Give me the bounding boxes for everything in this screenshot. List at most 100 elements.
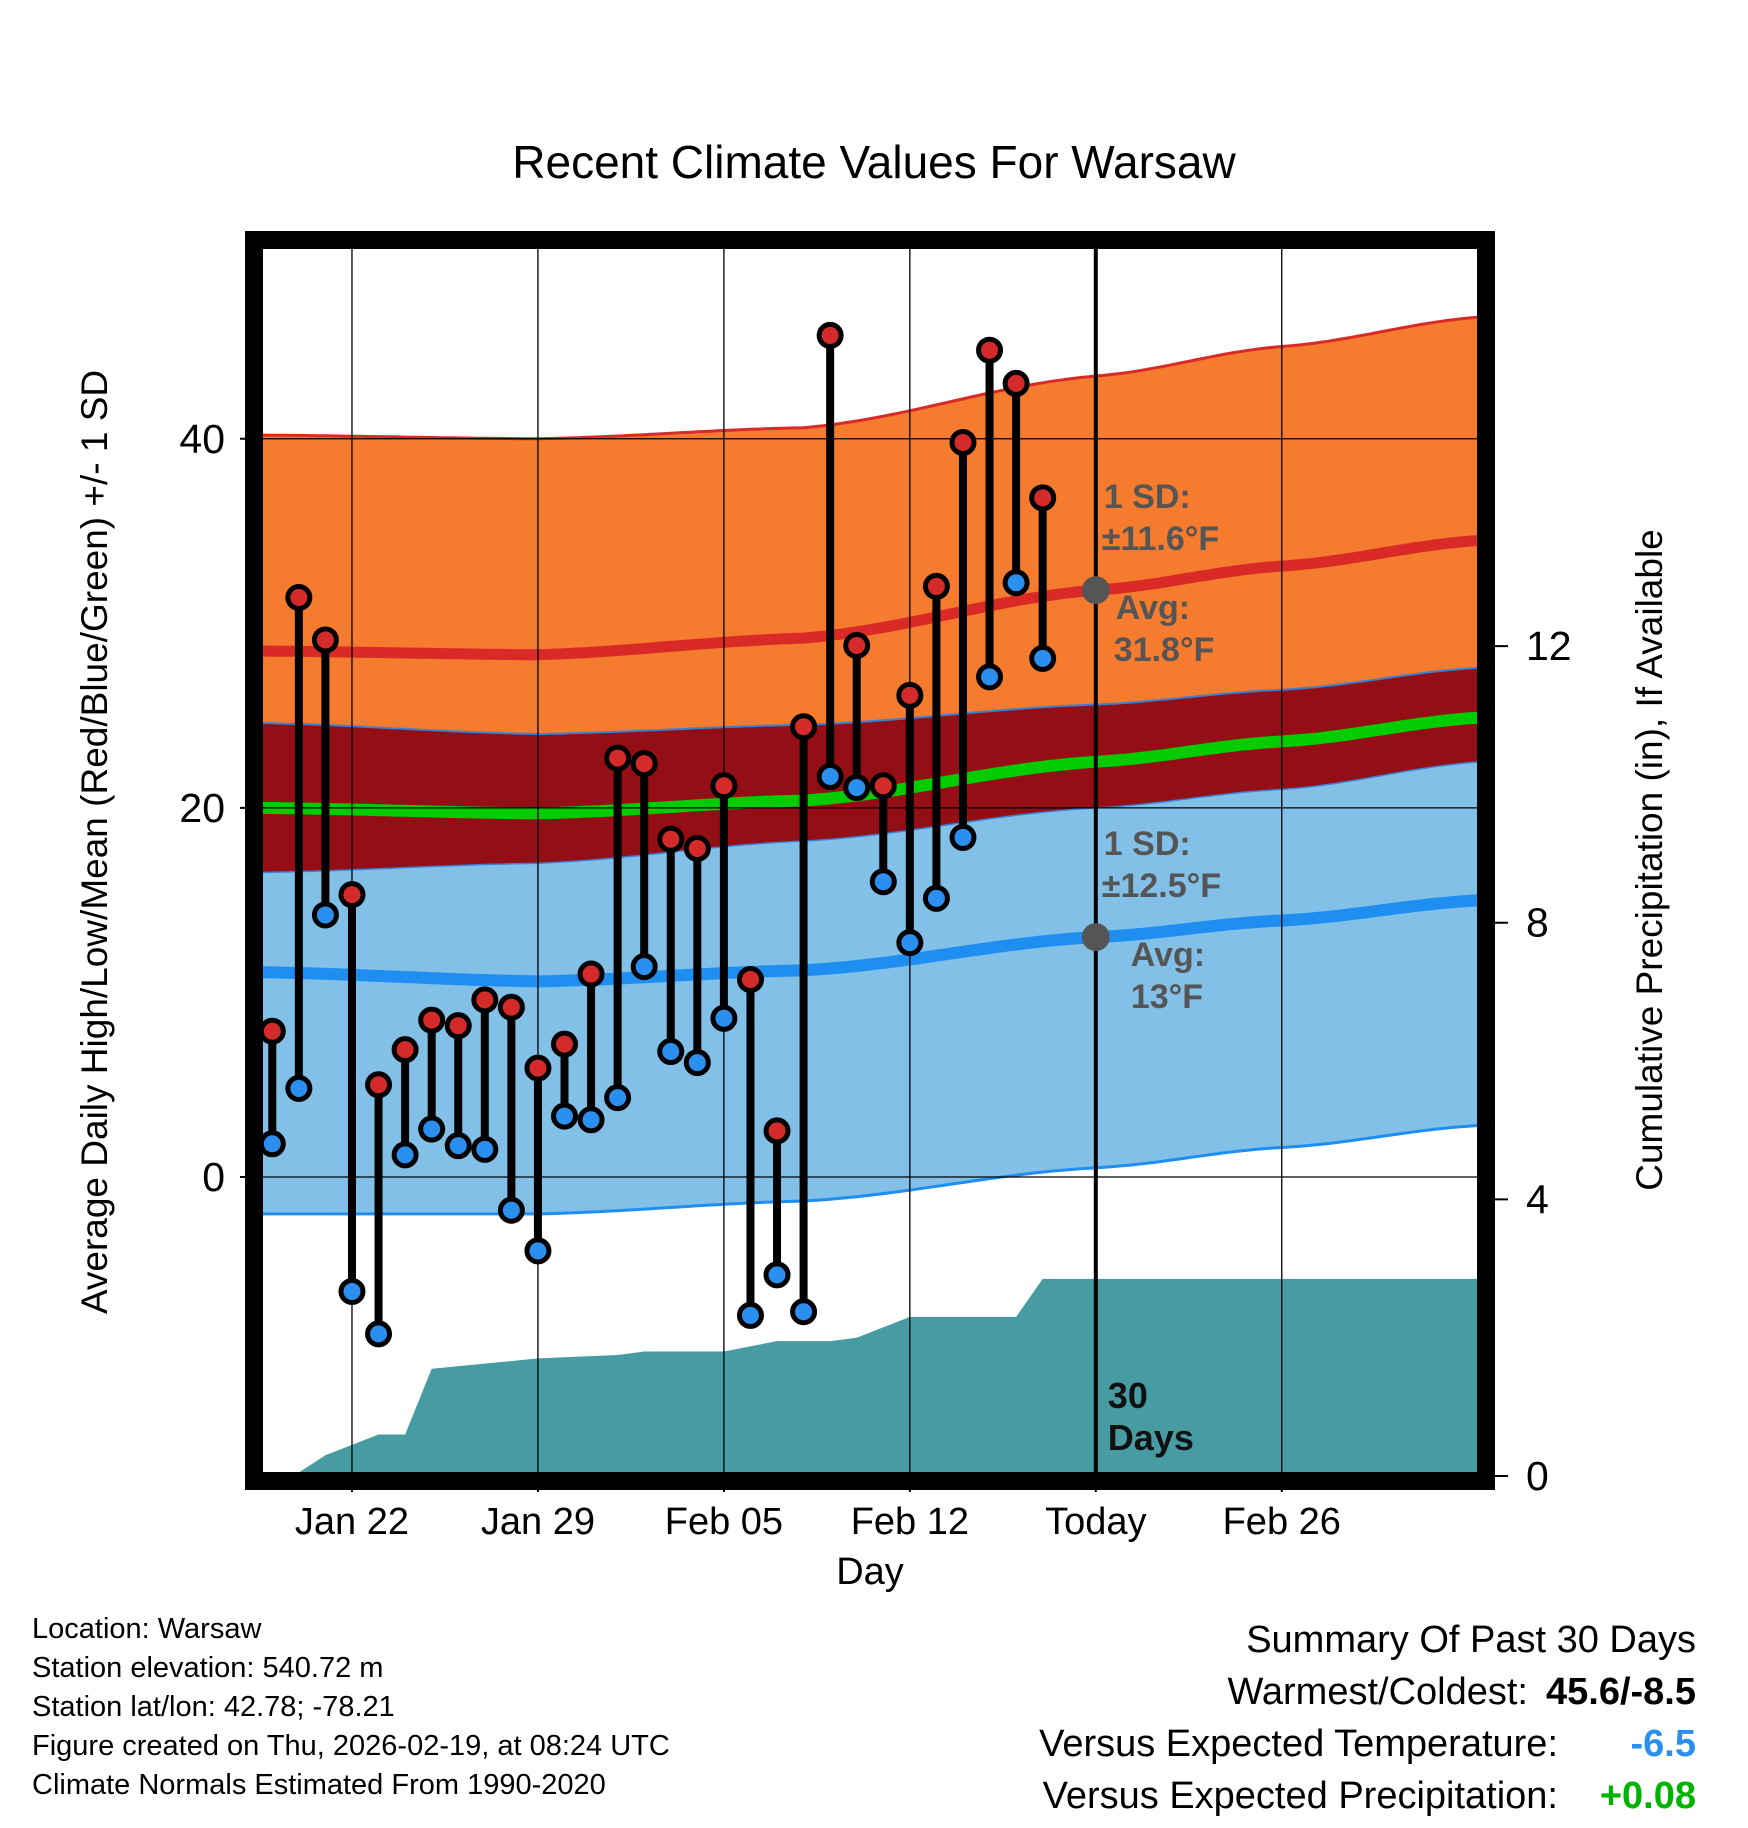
x-tick-label: Feb 05 xyxy=(665,1501,783,1543)
summary-warm-cold: Warmest/Coldest: 45.6/-8.5 xyxy=(1039,1666,1696,1718)
daily-high-point xyxy=(471,986,499,1014)
daily-low-point xyxy=(790,1298,818,1326)
high-avg-marker xyxy=(1081,576,1110,605)
daily-low-point xyxy=(736,1301,764,1329)
y-axis-left-label: Average Daily High/Low/Mean (Red/Blue/Gr… xyxy=(74,370,115,1314)
footer-location: Location: Warsaw xyxy=(32,1613,262,1645)
daily-high-point xyxy=(816,321,844,349)
daily-low-point xyxy=(976,663,1004,691)
daily-low-point xyxy=(816,763,844,791)
daily-low-point xyxy=(311,901,339,929)
footer-info: Location: Warsaw Station elevation: 540.… xyxy=(32,1610,670,1805)
daily-low-point xyxy=(418,1115,446,1143)
y-left-tick-label: 0 xyxy=(202,1154,225,1200)
daily-low-point xyxy=(551,1102,578,1130)
daily-high-point xyxy=(551,1030,578,1058)
precipitation-area xyxy=(259,1278,1481,1476)
daily-low-point xyxy=(896,929,924,957)
daily-high-point xyxy=(285,584,313,612)
normal-low-mean-line xyxy=(259,894,1481,988)
low-sd-label: 1 SD: xyxy=(1104,825,1191,863)
x-axis-label: Day xyxy=(836,1551,904,1593)
days-unit-label: Days xyxy=(1108,1417,1194,1458)
plot-frame xyxy=(245,231,1495,1490)
low-avg-value: 13°F xyxy=(1131,978,1203,1016)
summary-heading: Summary Of Past 30 Days xyxy=(1246,1619,1696,1661)
x-tick-label: Today xyxy=(1045,1501,1146,1543)
daily-low-point xyxy=(630,953,658,981)
chart-title: Recent Climate Values For Warsaw xyxy=(512,136,1236,188)
normal-low-lower-line xyxy=(259,1123,1481,1216)
daily-high-point xyxy=(922,572,950,600)
high-avg-label: Avg: xyxy=(1116,589,1190,627)
daily-high-point xyxy=(311,626,339,654)
x-tick-label: Feb 12 xyxy=(851,1501,969,1543)
days-count-label: 30 xyxy=(1108,1375,1148,1416)
daily-high-point xyxy=(683,835,711,863)
daily-low-point xyxy=(471,1135,499,1163)
y-right-tick-label: 12 xyxy=(1526,623,1572,669)
daily-high-point xyxy=(577,960,605,988)
daily-high-point xyxy=(365,1071,393,1099)
normal-mean-line xyxy=(259,711,1481,820)
daily-high-point xyxy=(1029,484,1057,512)
daily-low-point xyxy=(710,1004,738,1032)
daily-low-point xyxy=(258,1130,286,1158)
y-right-tick-label: 4 xyxy=(1526,1176,1549,1222)
climate-chart: Recent Climate Values For Warsaw 1 SD: ±1… xyxy=(74,136,1670,1593)
summary-warm-cold-label: Warmest/Coldest: xyxy=(1227,1671,1528,1713)
daily-low-point xyxy=(843,774,871,802)
daily-low-point xyxy=(391,1141,419,1169)
daily-high-point xyxy=(949,428,977,456)
daily-high-point xyxy=(418,1006,446,1034)
daily-low-point xyxy=(657,1038,685,1066)
y-axis-right-label: Cumulative Precipitation (in), If Availa… xyxy=(1629,529,1670,1191)
footer-normals: Climate Normals Estimated From 1990-2020 xyxy=(32,1769,606,1801)
y-right-tick-label: 0 xyxy=(1526,1453,1549,1499)
summary-panel: Summary Of Past 30 Days Warmest/Coldest:… xyxy=(1039,1614,1696,1822)
daily-high-point xyxy=(338,881,366,909)
y-right-tick-label: 8 xyxy=(1526,900,1549,946)
daily-low-point xyxy=(365,1320,393,1348)
normal-high-lower-line xyxy=(259,666,1481,736)
daily-low-point xyxy=(604,1084,632,1112)
daily-low-point xyxy=(683,1049,711,1077)
daily-high-point xyxy=(657,825,685,853)
footer-elevation: Station elevation: 540.72 m xyxy=(32,1652,384,1684)
normal-overlap-band xyxy=(259,667,1481,873)
daily-high-point xyxy=(790,713,818,741)
summary-temp-value: -6.5 xyxy=(1630,1723,1696,1765)
y-left-tick-label: 40 xyxy=(179,416,225,462)
daily-low-point xyxy=(922,884,950,912)
normal-high-mean-line xyxy=(259,534,1481,661)
low-avg-label: Avg: xyxy=(1131,936,1205,974)
daily-low-point xyxy=(949,823,977,851)
footer-created: Figure created on Thu, 2026-02-19, at 08… xyxy=(32,1730,670,1762)
daily-low-point xyxy=(497,1196,525,1224)
daily-low-point xyxy=(524,1237,552,1265)
daily-high-point xyxy=(604,744,632,772)
daily-high-point xyxy=(497,993,525,1021)
daily-high-point xyxy=(736,966,764,994)
daily-high-point xyxy=(391,1036,419,1064)
daily-high-point xyxy=(524,1054,552,1082)
daily-low-point xyxy=(869,868,897,896)
normal-high-sd-band xyxy=(259,317,1481,735)
daily-high-point xyxy=(630,750,658,778)
summary-precip: Versus Expected Precipitation: +0.08 xyxy=(1039,1770,1696,1822)
daily-low-point xyxy=(577,1106,605,1134)
footer-latlon: Station lat/lon: 42.78; -78.21 xyxy=(32,1691,395,1723)
daily-high-point xyxy=(763,1117,791,1145)
x-tick-label: Feb 26 xyxy=(1223,1501,1341,1543)
normal-low-upper-line xyxy=(259,761,1481,874)
high-avg-value: 31.8°F xyxy=(1114,631,1215,669)
daily-high-point xyxy=(258,1017,286,1045)
daily-low-point xyxy=(1029,644,1057,672)
summary-precip-value: +0.08 xyxy=(1599,1775,1696,1817)
daily-low-point xyxy=(444,1132,472,1160)
daily-high-point xyxy=(444,1012,472,1040)
daily-low-point xyxy=(338,1277,366,1305)
low-avg-marker xyxy=(1081,923,1110,952)
y-left-tick-label: 20 xyxy=(179,785,225,831)
summary-temp: Versus Expected Temperature: -6.5 xyxy=(1039,1718,1696,1770)
